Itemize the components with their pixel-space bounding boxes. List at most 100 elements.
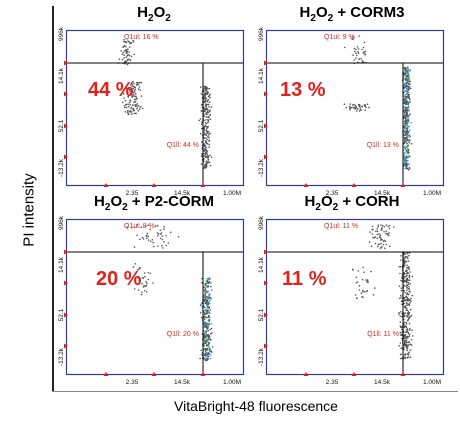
data-point (409, 291, 411, 293)
y-tick-marker (64, 91, 68, 97)
x-tick-marker (200, 183, 206, 187)
data-point (209, 164, 212, 167)
data-point (127, 95, 129, 98)
data-point (143, 289, 146, 292)
y-tick-label: -13.2k (58, 158, 65, 177)
data-point (207, 290, 210, 292)
data-point (204, 334, 207, 336)
data-point (136, 108, 138, 110)
data-point (125, 45, 127, 48)
data-point (400, 287, 403, 289)
data-point (361, 59, 363, 62)
data-point (364, 290, 366, 293)
data-point (209, 118, 212, 121)
data-point (128, 101, 131, 104)
data-point (124, 99, 127, 102)
data-point (407, 76, 410, 79)
data-point (203, 312, 206, 314)
data-point (207, 121, 209, 124)
y-tick-marker (264, 123, 268, 129)
data-point (201, 354, 203, 356)
data-point (399, 294, 402, 297)
data-point (406, 95, 409, 97)
data-point (403, 120, 406, 123)
data-point (123, 54, 125, 56)
data-point (411, 329, 413, 332)
data-point (381, 229, 383, 231)
x-tick-label: 2.35 (126, 190, 139, 197)
data-point (141, 282, 143, 285)
y-tick-marker (64, 60, 68, 66)
data-point (208, 310, 210, 313)
data-point (127, 103, 129, 105)
data-point (204, 108, 207, 110)
data-point (403, 297, 405, 299)
data-point (408, 344, 410, 346)
data-point (380, 237, 382, 239)
data-point (356, 297, 358, 299)
data-point (376, 237, 379, 240)
data-point (130, 42, 133, 44)
data-point (405, 270, 408, 272)
data-point (208, 281, 211, 283)
data-point (207, 119, 209, 121)
data-point (379, 239, 382, 241)
data-point (207, 324, 209, 326)
x-axis-label: VitaBright-48 fluorescence (174, 398, 338, 414)
data-point (366, 281, 368, 283)
data-point (145, 225, 147, 227)
data-point (136, 283, 138, 285)
data-point (378, 233, 380, 235)
data-point (200, 163, 203, 165)
data-point (403, 340, 406, 342)
data-point (403, 99, 405, 101)
data-point (357, 52, 360, 55)
panel-title: H2O2 + P2-CORM (94, 193, 214, 213)
data-point (209, 338, 212, 341)
y-tick-label: 52.1 (58, 308, 65, 321)
data-point (137, 83, 139, 86)
data-point (204, 350, 207, 353)
data-point (353, 59, 355, 61)
data-point (207, 161, 210, 163)
data-point (130, 107, 132, 109)
data-point (403, 326, 406, 329)
data-point (405, 84, 408, 87)
data-point (206, 307, 208, 310)
data-point (406, 300, 408, 302)
data-point (123, 57, 125, 59)
data-point (204, 287, 207, 289)
data-point (362, 46, 365, 49)
data-point (399, 297, 401, 300)
data-point (162, 247, 164, 249)
data-point (210, 285, 212, 288)
data-point (207, 103, 210, 106)
data-point (206, 349, 209, 351)
data-point (206, 126, 209, 128)
x-tick-marker (400, 183, 406, 187)
data-point (405, 280, 407, 283)
data-point (362, 266, 364, 269)
data-point (403, 299, 406, 301)
data-point (409, 80, 411, 83)
data-point (387, 225, 389, 228)
data-point (405, 113, 408, 115)
data-point (207, 323, 209, 325)
data-point (406, 156, 408, 158)
data-point (203, 149, 206, 151)
data-point (403, 67, 406, 69)
x-tick-label: 2.35 (326, 379, 339, 386)
data-point (381, 227, 383, 230)
data-point (362, 291, 364, 293)
data-point (355, 57, 357, 60)
data-point (407, 281, 410, 284)
data-point (138, 108, 141, 110)
data-point (398, 285, 401, 287)
data-point (205, 116, 207, 118)
y-tick-label: 996k (258, 215, 265, 230)
data-point (400, 296, 402, 298)
data-point (403, 302, 405, 305)
data-point (362, 296, 364, 299)
data-point (206, 340, 208, 342)
data-point (134, 100, 137, 103)
